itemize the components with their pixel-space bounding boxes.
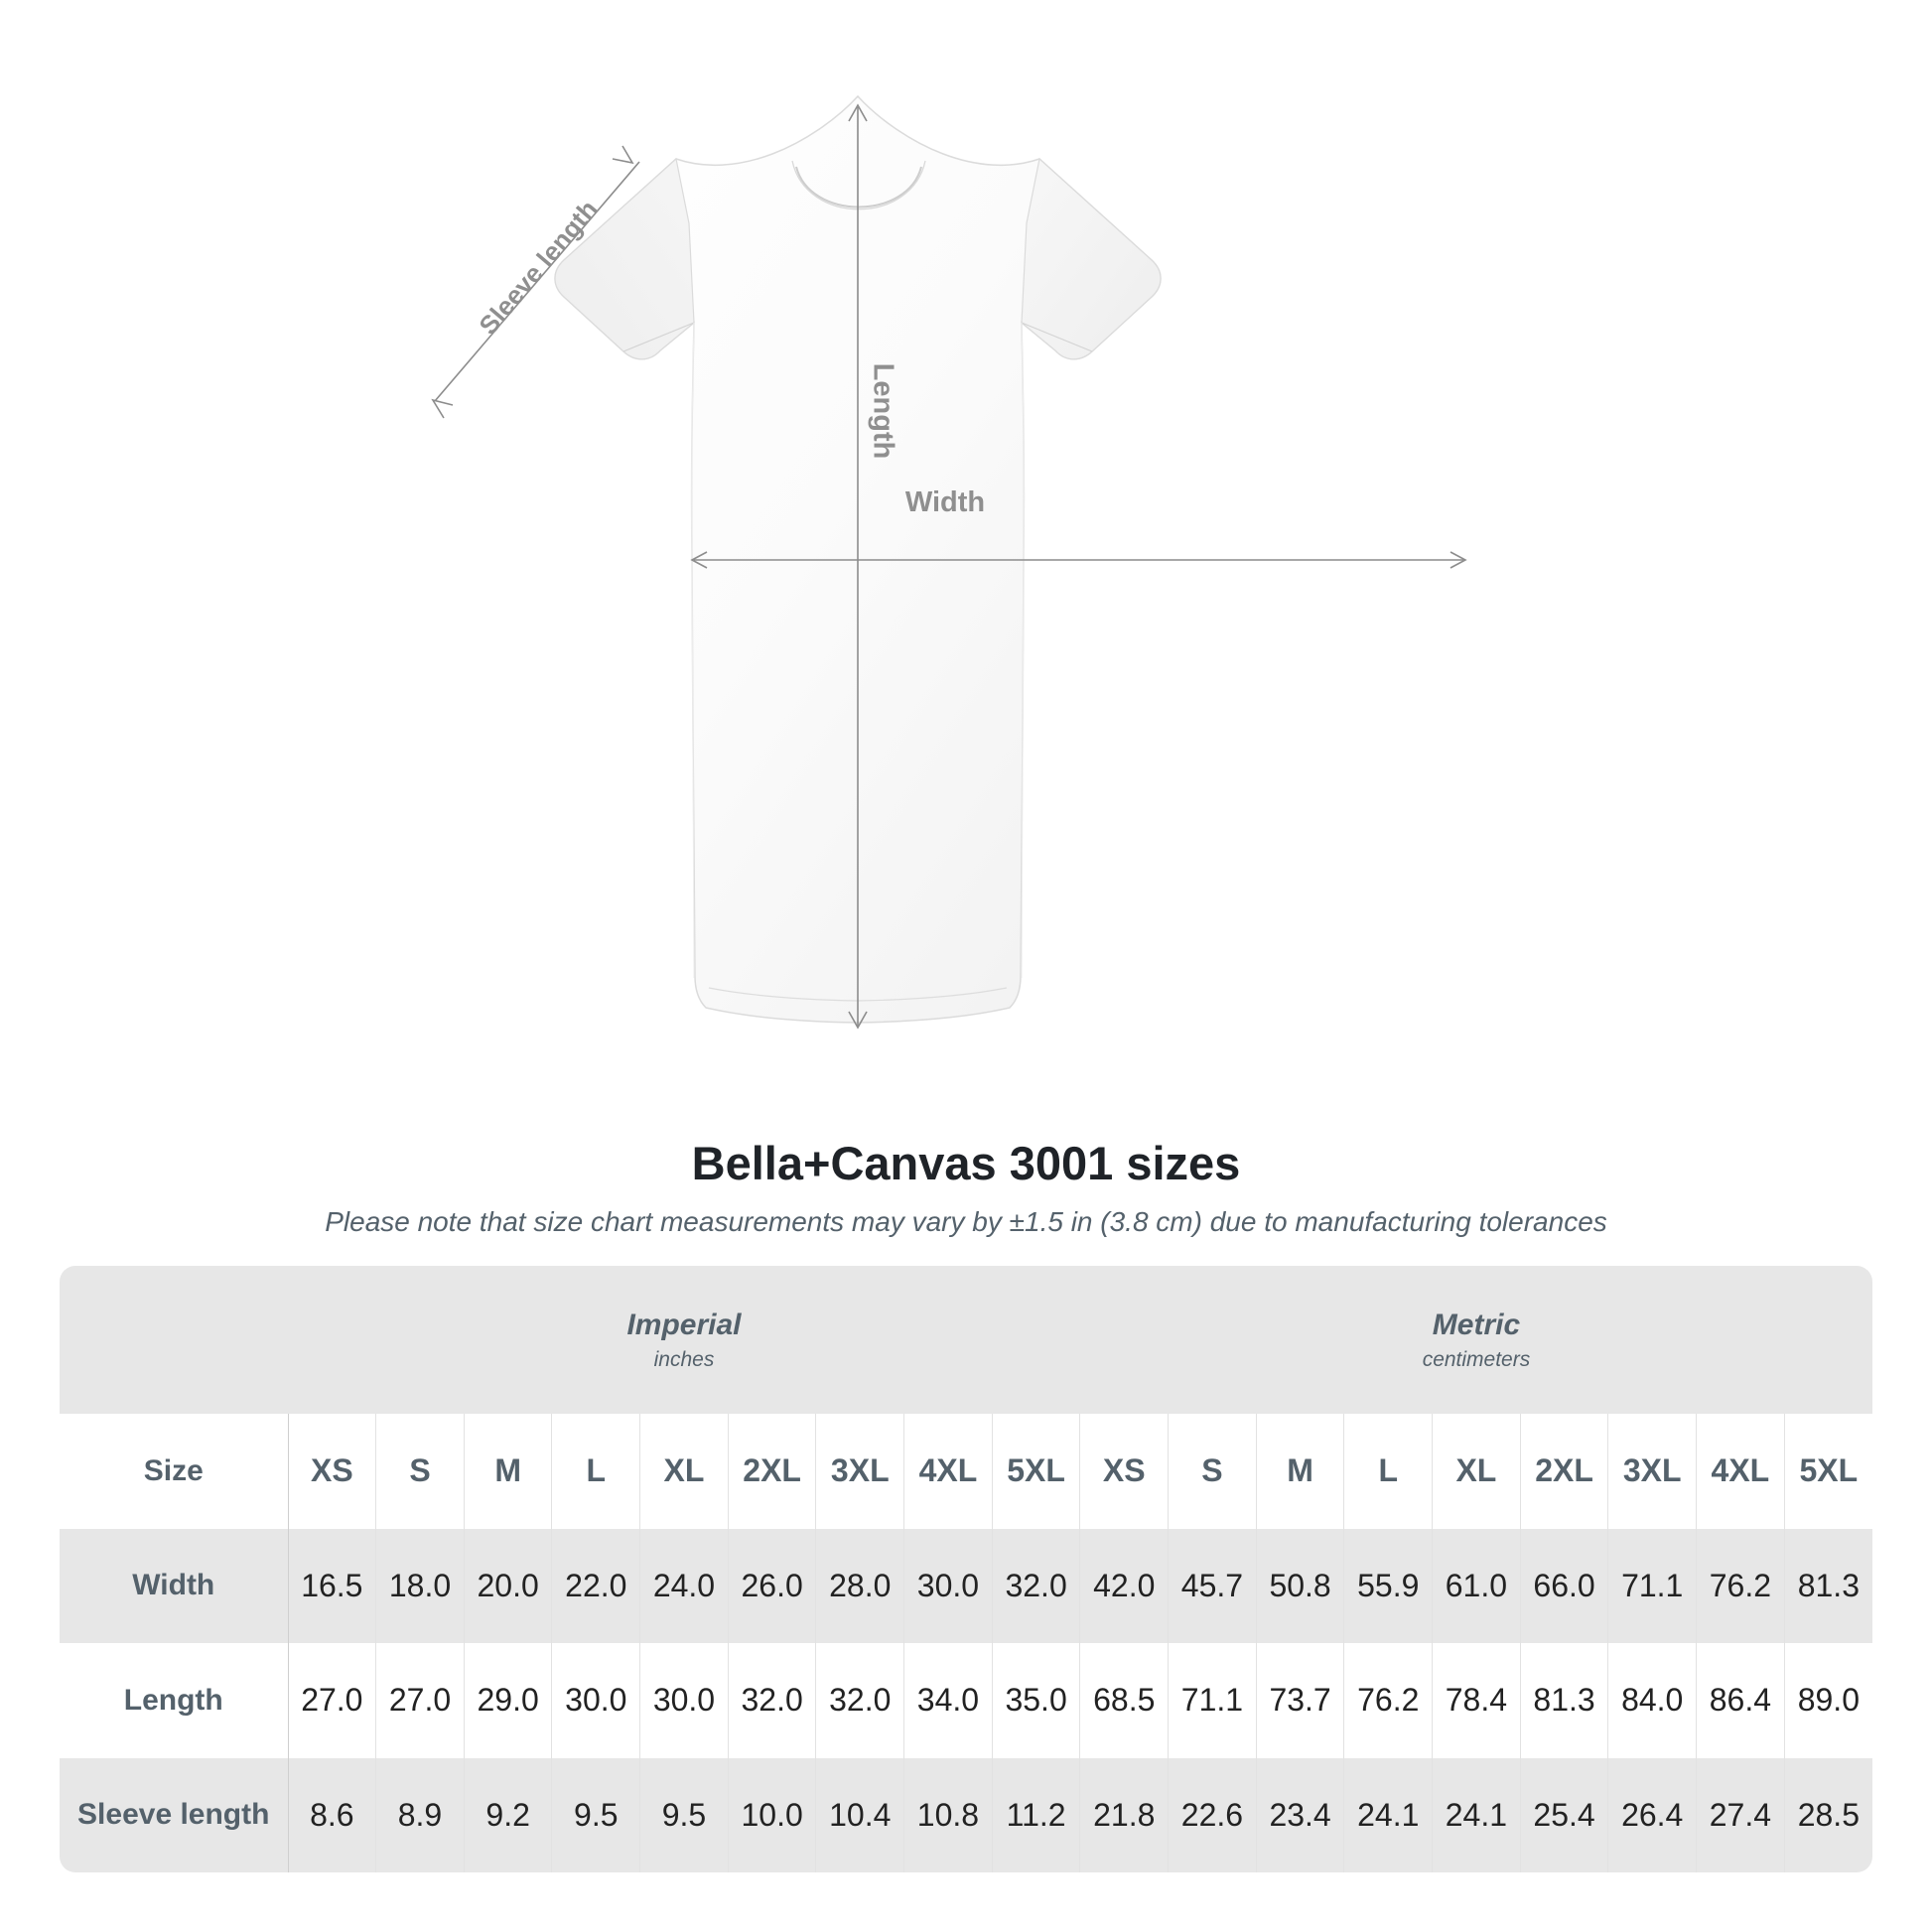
svg-text:Length: Length (867, 363, 898, 460)
svg-text:Width: Width (905, 486, 985, 518)
